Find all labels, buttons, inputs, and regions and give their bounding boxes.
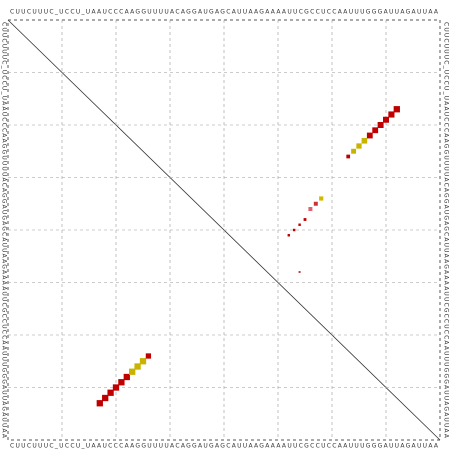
sequence-bottom: CUUCUUUC_UCCU_UAAUCCCAAGGUUUUACAGGAUGAGC… <box>10 443 439 450</box>
pair-dot <box>356 143 362 149</box>
pair-dot <box>107 389 114 396</box>
pair-dot <box>393 106 400 113</box>
pair-dot <box>118 379 125 386</box>
pair-dot <box>134 363 141 370</box>
pair-dot <box>129 368 136 375</box>
pair-dot <box>298 271 301 273</box>
pair-dot <box>361 137 368 144</box>
pair-dot <box>303 218 307 221</box>
pair-dot <box>313 201 318 206</box>
pair-dot <box>351 148 357 154</box>
sequence-right: CUUCUUUC_UCCU_UAAUCCCAAGGUUUUACAGGAUGAGC… <box>443 22 450 439</box>
pair-dot <box>123 373 130 381</box>
pair-dot <box>388 111 395 118</box>
sequence-left: CUUCUUUC_UCCU_UAAUCCCAAGGUUUUACAGGAUGAGC… <box>1 22 8 439</box>
pair-dot <box>383 116 389 123</box>
sequence-top: CUUCUUUC_UCCU_UAAUCCCAAGGUUUUACAGGAUGAGC… <box>10 9 439 16</box>
pair-dot <box>112 384 120 391</box>
pair-dot <box>319 196 324 201</box>
pair-dot <box>308 207 313 211</box>
pair-dot <box>298 223 301 226</box>
pair-dot <box>372 127 379 134</box>
pair-dot <box>145 353 152 359</box>
pair-dot <box>377 122 384 128</box>
pair-dot <box>287 234 291 237</box>
pair-dot <box>292 228 296 232</box>
pair-dot <box>102 394 109 402</box>
pair-dot <box>346 154 351 159</box>
pair-dot <box>139 358 147 365</box>
pair-dot <box>96 400 103 407</box>
pair-dot <box>366 132 373 139</box>
